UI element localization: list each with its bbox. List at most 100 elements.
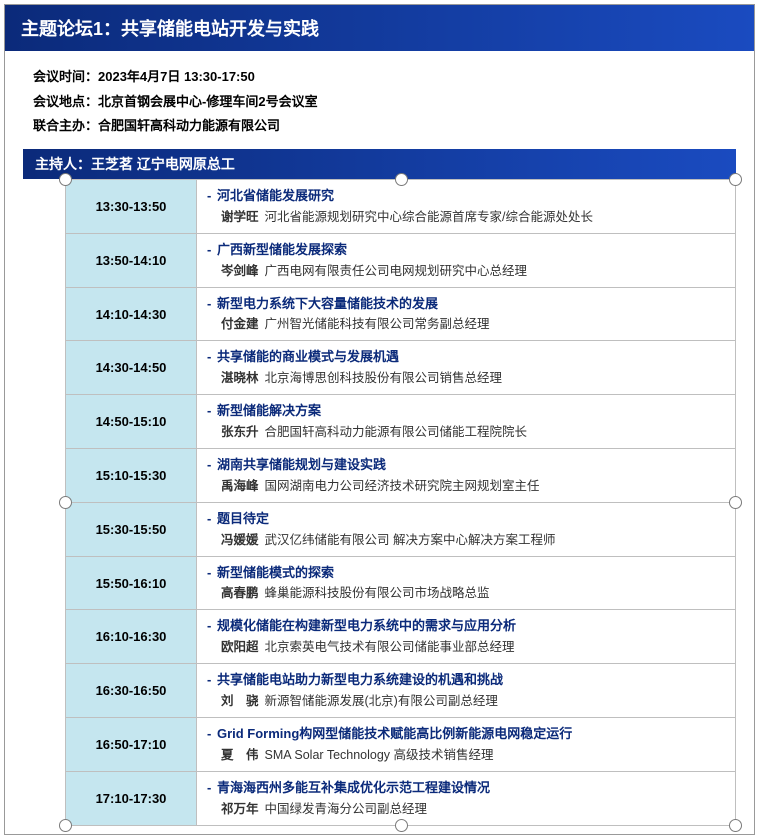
content-cell: - Grid Forming构网型储能技术赋能高比例新能源电网稳定运行夏 伟 SM… [197,718,736,772]
resize-handle-top-left[interactable] [59,173,72,186]
time-cell: 15:10-15:30 [66,449,197,503]
talk-title: - 新型电力系统下大容量储能技术的发展 [207,294,725,315]
table-row: 16:30-16:50- 共享储能电站助力新型电力系统建设的机遇和挑战刘 骁新源… [66,664,736,718]
schedule-table: 13:30-13:50- 河北省储能发展研究谢学旺河北省能源规划研究中心综合能源… [65,179,736,826]
resize-handle-top-right[interactable] [729,173,742,186]
content-cell: - 湖南共享储能规划与建设实践禹海峰国网湖南电力公司经济技术研究院主网规划室主任 [197,449,736,503]
speaker-affiliation: 河北省能源规划研究中心综合能源首席专家/综合能源处处长 [265,210,593,224]
speaker-name: 夏 伟 [221,748,259,762]
speaker-line: 高春鹏蜂巢能源科技股份有限公司市场战略总监 [207,583,725,603]
resize-handle-bottom-left[interactable] [59,819,72,832]
resize-handle-bottom-mid[interactable] [395,819,408,832]
table-row: 14:50-15:10- 新型储能解决方案张东升合肥国轩高科动力能源有限公司储能… [66,395,736,449]
speaker-line: 冯媛媛武汉亿纬储能有限公司 解决方案中心解决方案工程师 [207,530,725,550]
content-cell: - 共享储能电站助力新型电力系统建设的机遇和挑战刘 骁新源智储能源发展(北京)有… [197,664,736,718]
speaker-name: 欧阳超 [221,640,259,654]
speaker-affiliation: 合肥国轩高科动力能源有限公司储能工程院院长 [265,425,528,439]
table-row: 13:30-13:50- 河北省储能发展研究谢学旺河北省能源规划研究中心综合能源… [66,180,736,234]
table-row: 13:50-14:10- 广西新型储能发展探索岑剑峰广西电网有限责任公司电网规划… [66,233,736,287]
host-affiliation: 辽宁电网原总工 [137,156,235,172]
talk-title: - 新型储能模式的探索 [207,563,725,584]
time-cell: 14:30-14:50 [66,341,197,395]
talk-title: - 题目待定 [207,509,725,530]
table-row: 15:10-15:30- 湖南共享储能规划与建设实践禹海峰国网湖南电力公司经济技… [66,449,736,503]
time-cell: 15:50-16:10 [66,556,197,610]
speaker-line: 岑剑峰广西电网有限责任公司电网规划研究中心总经理 [207,261,725,281]
time-cell: 17:10-17:30 [66,771,197,825]
speaker-line: 谢学旺河北省能源规划研究中心综合能源首席专家/综合能源处处长 [207,207,725,227]
speaker-name: 刘 骁 [221,694,259,708]
speaker-affiliation: 北京海博思创科技股份有限公司销售总经理 [265,371,503,385]
speaker-line: 欧阳超北京索英电气技术有限公司储能事业部总经理 [207,637,725,657]
content-cell: - 新型储能模式的探索高春鹏蜂巢能源科技股份有限公司市场战略总监 [197,556,736,610]
host-label: 主持人： [35,156,91,172]
talk-title: - 新型储能解决方案 [207,401,725,422]
meta-venue-label: 会议地点： [33,94,98,109]
meta-cohost-value: 合肥国轩高科动力能源有限公司 [98,118,280,133]
speaker-affiliation: 新源智储能源发展(北京)有限公司副总经理 [265,694,498,708]
meta-time-label: 会议时间： [33,69,98,84]
table-row: 17:10-17:30 - 青海海西州多能互补集成优化示范工程建设情况祁万年中国绿… [66,771,736,825]
speaker-name: 冯媛媛 [221,533,259,547]
content-cell: - 题目待定冯媛媛武汉亿纬储能有限公司 解决方案中心解决方案工程师 [197,502,736,556]
meta-venue-row: 会议地点：北京首钢会展中心-修理车间2号会议室 [33,90,726,115]
meta-time-row: 会议时间：2023年4月7日 13:30-17:50 [33,65,726,90]
forum-title: 主题论坛1：共享储能电站开发与实践 [21,19,319,39]
time-cell: 13:50-14:10 [66,233,197,287]
resize-handle-mid-right[interactable] [729,496,742,509]
schedule-selection-wrap: 13:30-13:50- 河北省储能发展研究谢学旺河北省能源规划研究中心综合能源… [65,179,736,826]
meta-cohost-row: 联合主办：合肥国轩高科动力能源有限公司 [33,114,726,139]
speaker-affiliation: 北京索英电气技术有限公司储能事业部总经理 [265,640,515,654]
speaker-name: 谢学旺 [221,210,259,224]
time-cell: 16:10-16:30 [66,610,197,664]
speaker-name: 祁万年 [221,802,259,816]
speaker-name: 高春鹏 [221,586,259,600]
talk-title: - 河北省储能发展研究 [207,186,725,207]
speaker-name: 禹海峰 [221,479,259,493]
talk-title: - 共享储能的商业模式与发展机遇 [207,347,725,368]
speaker-name: 张东升 [221,425,259,439]
content-cell: - 新型电力系统下大容量储能技术的发展付金建广州智光储能科技有限公司常务副总经理 [197,287,736,341]
meta-time-value: 2023年4月7日 13:30-17:50 [98,69,255,84]
host-name: 王芝茗 [91,156,133,172]
table-row: 14:10-14:30- 新型电力系统下大容量储能技术的发展付金建广州智光储能科… [66,287,736,341]
table-row: 15:50-16:10- 新型储能模式的探索高春鹏蜂巢能源科技股份有限公司市场战… [66,556,736,610]
talk-title: - 广西新型储能发展探索 [207,240,725,261]
table-row: 16:10-16:30- 规模化储能在构建新型电力系统中的需求与应用分析欧阳超北… [66,610,736,664]
speaker-line: 夏 伟 SMA Solar Technology 高级技术销售经理 [207,745,725,765]
speaker-name: 付金建 [221,317,259,331]
meta-block: 会议时间：2023年4月7日 13:30-17:50 会议地点：北京首钢会展中心… [5,51,754,149]
talk-title: - Grid Forming构网型储能技术赋能高比例新能源电网稳定运行 [207,724,725,745]
speaker-name: 湛晓林 [221,371,259,385]
resize-handle-bottom-right[interactable] [729,819,742,832]
time-cell: 14:10-14:30 [66,287,197,341]
table-row: 15:30-15:50- 题目待定冯媛媛武汉亿纬储能有限公司 解决方案中心解决方… [66,502,736,556]
table-row: 16:50-17:10- Grid Forming构网型储能技术赋能高比例新能源… [66,718,736,772]
speaker-line: 张东升合肥国轩高科动力能源有限公司储能工程院院长 [207,422,725,442]
speaker-affiliation: 国网湖南电力公司经济技术研究院主网规划室主任 [265,479,540,493]
speaker-line: 湛晓林北京海博思创科技股份有限公司销售总经理 [207,368,725,388]
content-cell: - 广西新型储能发展探索岑剑峰广西电网有限责任公司电网规划研究中心总经理 [197,233,736,287]
speaker-affiliation: 武汉亿纬储能有限公司 解决方案中心解决方案工程师 [265,533,556,547]
time-cell: 13:30-13:50 [66,180,197,234]
speaker-line: 禹海峰国网湖南电力公司经济技术研究院主网规划室主任 [207,476,725,496]
forum-title-bar: 主题论坛1：共享储能电站开发与实践 [5,5,754,51]
content-cell: - 河北省储能发展研究谢学旺河北省能源规划研究中心综合能源首席专家/综合能源处处… [197,180,736,234]
speaker-line: 祁万年中国绿发青海分公司副总经理 [207,799,725,819]
meta-cohost-label: 联合主办： [33,118,98,133]
talk-title: - 规模化储能在构建新型电力系统中的需求与应用分析 [207,616,725,637]
speaker-affiliation: 广州智光储能科技有限公司常务副总经理 [265,317,490,331]
talk-title: - 青海海西州多能互补集成优化示范工程建设情况 [207,778,725,799]
speaker-affiliation: SMA Solar Technology 高级技术销售经理 [265,748,494,762]
table-row: 14:30-14:50- 共享储能的商业模式与发展机遇湛晓林北京海博思创科技股份… [66,341,736,395]
page-container: 主题论坛1：共享储能电站开发与实践 会议时间：2023年4月7日 13:30-1… [4,4,755,835]
resize-handle-top-mid[interactable] [395,173,408,186]
speaker-line: 刘 骁新源智储能源发展(北京)有限公司副总经理 [207,691,725,711]
speaker-affiliation: 蜂巢能源科技股份有限公司市场战略总监 [265,586,490,600]
talk-title: - 湖南共享储能规划与建设实践 [207,455,725,476]
time-cell: 14:50-15:10 [66,395,197,449]
speaker-line: 付金建广州智光储能科技有限公司常务副总经理 [207,314,725,334]
content-cell: - 新型储能解决方案张东升合肥国轩高科动力能源有限公司储能工程院院长 [197,395,736,449]
meta-venue-value: 北京首钢会展中心-修理车间2号会议室 [98,94,318,109]
host-bar: 主持人：王芝茗 辽宁电网原总工 [23,149,736,179]
